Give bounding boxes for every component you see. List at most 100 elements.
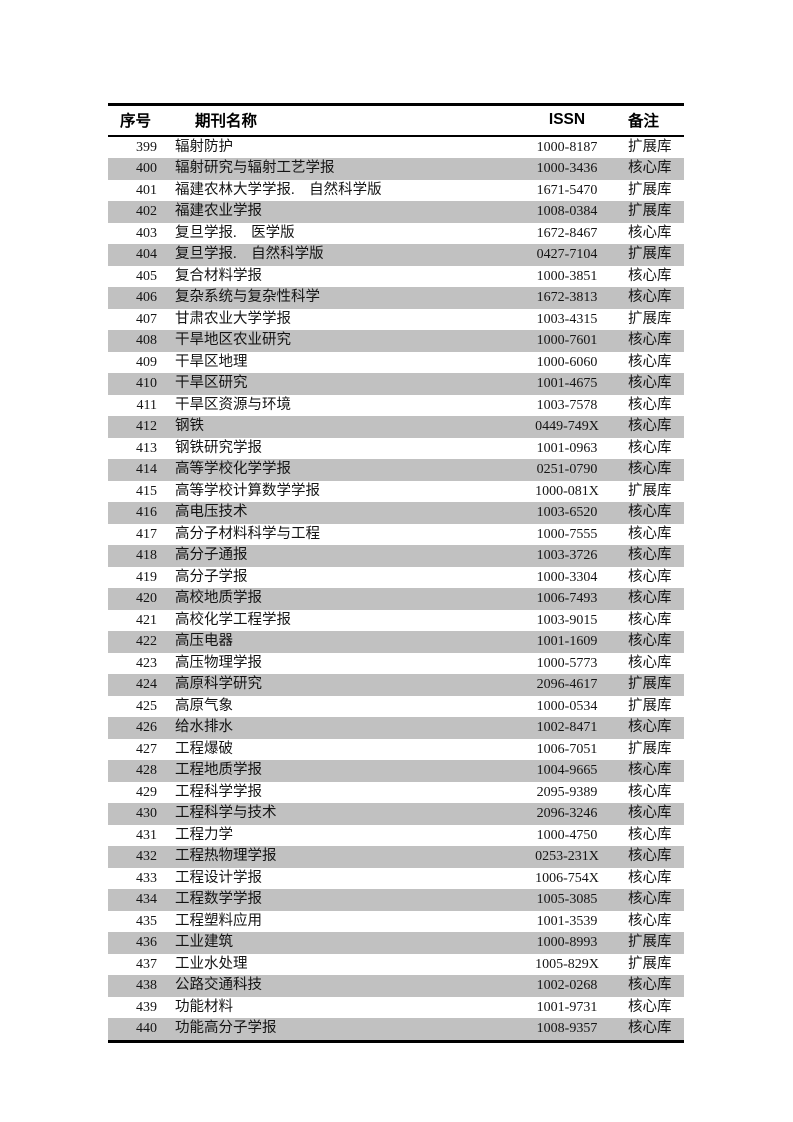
- row-remark-badge: 核心库: [628, 869, 672, 886]
- row-issn: 1000-081X: [535, 483, 599, 499]
- row-remark-badge: 扩展库: [628, 310, 672, 327]
- row-remark-badge: 核心库: [628, 353, 672, 370]
- row-issn: 1671-5470: [536, 182, 598, 198]
- row-issn: 1000-3851: [536, 268, 598, 284]
- table-row: 413 钢铁研究学报 1001-0963 核心库: [108, 438, 684, 460]
- row-remark-badge: 核心库: [628, 504, 672, 520]
- table-row: 426 给水排水 1002-8471 核心库: [108, 717, 684, 739]
- row-seq: 410: [136, 376, 157, 391]
- row-seq: 435: [136, 913, 157, 929]
- row-issn: 1008-0384: [536, 204, 598, 219]
- row-seq: 400: [136, 161, 157, 176]
- row-issn: 1000-7601: [536, 333, 598, 348]
- col-header-remark: 备注: [628, 113, 660, 131]
- row-issn: 1000-4750: [536, 827, 598, 843]
- row-remark-badge: 核心库: [628, 977, 672, 993]
- row-seq: 403: [136, 225, 157, 241]
- row-seq: 413: [136, 440, 157, 456]
- row-remark-badge: 核心库: [628, 912, 672, 929]
- row-issn: 1002-0268: [536, 978, 598, 993]
- table-row: 400 辐射研究与辐射工艺学报 1000-3436 核心库: [108, 158, 684, 180]
- table-row: 423 高压物理学报 1000-5773 核心库: [108, 653, 684, 675]
- row-journal-name: 工程塑料应用: [175, 912, 262, 929]
- row-journal-name: 高电压技术: [175, 504, 248, 520]
- table-row: 438 公路交通科技 1002-0268 核心库: [108, 975, 684, 997]
- row-journal-name: 高压物理学报: [175, 654, 262, 671]
- row-journal-name: 福建农林大学学报. 自然科学版: [175, 181, 382, 198]
- row-journal-name: 工业建筑: [175, 934, 233, 950]
- row-seq: 437: [136, 956, 157, 972]
- row-journal-name: 干旱地区农业研究: [175, 332, 291, 348]
- row-journal-name: 高分子通报: [175, 547, 248, 563]
- row-seq: 436: [136, 935, 157, 950]
- row-remark-badge: 核心库: [628, 590, 672, 606]
- row-issn: 1001-3539: [536, 913, 598, 929]
- row-remark-badge: 扩展库: [628, 181, 672, 198]
- row-issn: 1006-754X: [535, 870, 599, 886]
- row-remark-badge: 扩展库: [628, 955, 672, 972]
- row-journal-name: 高分子材料科学与工程: [175, 525, 320, 542]
- table-row: 418 高分子通报 1003-3726 核心库: [108, 545, 684, 567]
- row-seq: 419: [136, 569, 157, 585]
- table-row: 440 功能高分子学报 1008-9357 核心库: [108, 1018, 684, 1041]
- row-remark-badge: 核心库: [628, 525, 672, 542]
- row-remark-badge: 核心库: [628, 160, 672, 176]
- row-journal-name: 工业水处理: [175, 955, 248, 972]
- row-journal-name: 工程科学与技术: [175, 805, 277, 821]
- row-remark-badge: 扩展库: [628, 203, 672, 219]
- row-journal-name: 高等学校计算数学学报: [175, 482, 320, 499]
- row-seq: 411: [136, 397, 157, 413]
- row-seq: 401: [136, 182, 157, 198]
- row-remark-badge: 扩展库: [628, 934, 672, 950]
- row-journal-name: 高压电器: [175, 633, 233, 649]
- row-seq: 414: [136, 462, 157, 477]
- row-remark-badge: 扩展库: [628, 676, 672, 692]
- row-seq: 409: [136, 354, 157, 370]
- row-journal-name: 高校地质学报: [175, 590, 262, 606]
- table-row: 416 高电压技术 1003-6520 核心库: [108, 502, 684, 524]
- row-seq: 417: [136, 526, 157, 542]
- row-issn: 1003-9015: [536, 612, 598, 628]
- table-row: 417 高分子材料科学与工程 1000-7555 核心库: [108, 524, 684, 546]
- table-row: 431 工程力学 1000-4750 核心库: [108, 825, 684, 847]
- row-journal-name: 福建农业学报: [175, 203, 262, 219]
- row-remark-badge: 核心库: [628, 762, 672, 778]
- row-remark-badge: 核心库: [628, 568, 672, 585]
- row-remark-badge: 核心库: [628, 289, 672, 305]
- row-journal-name: 工程爆破: [175, 740, 233, 757]
- row-issn: 1672-8467: [536, 225, 598, 241]
- table-row: 428 工程地质学报 1004-9665 核心库: [108, 760, 684, 782]
- row-journal-name: 复杂系统与复杂性科学: [175, 289, 320, 305]
- row-seq: 431: [136, 827, 157, 843]
- row-seq: 433: [136, 870, 157, 886]
- row-seq: 425: [136, 698, 157, 714]
- table-row: 401 福建农林大学学报. 自然科学版 1671-5470 扩展库: [108, 180, 684, 202]
- row-seq: 402: [136, 204, 157, 219]
- row-issn: 1000-7555: [536, 526, 598, 542]
- row-remark-badge: 核心库: [628, 547, 672, 563]
- table-row: 430 工程科学与技术 2096-3246 核心库: [108, 803, 684, 825]
- table-row: 411 干旱区资源与环境 1003-7578 核心库: [108, 395, 684, 417]
- table-row: 434 工程数学学报 1005-3085 核心库: [108, 889, 684, 911]
- row-seq: 424: [136, 677, 157, 692]
- journal-table: 序号 期刊名称 ISSN 备注 399 辐射防护 1000-8187 扩展库 400 辐射…: [108, 103, 684, 1043]
- row-journal-name: 工程设计学报: [175, 869, 262, 886]
- row-seq: 405: [136, 268, 157, 284]
- row-seq: 415: [136, 483, 157, 499]
- row-issn: 1672-3813: [536, 290, 598, 305]
- row-seq: 439: [136, 999, 157, 1015]
- row-remark-badge: 核心库: [628, 332, 672, 348]
- table-row: 437 工业水处理 1005-829X 扩展库: [108, 954, 684, 976]
- col-header-issn: ISSN: [548, 111, 586, 129]
- row-journal-name: 干旱区研究: [175, 375, 248, 391]
- row-remark-badge: 核心库: [628, 891, 672, 907]
- table-row: 402 福建农业学报 1008-0384 扩展库: [108, 201, 684, 223]
- row-seq: 430: [136, 806, 157, 821]
- row-issn: 1000-3304: [536, 569, 598, 585]
- row-seq: 438: [136, 978, 157, 993]
- row-journal-name: 给水排水: [175, 719, 233, 735]
- row-remark-badge: 核心库: [628, 719, 672, 735]
- table-row: 439 功能材料 1001-9731 核心库: [108, 997, 684, 1019]
- row-journal-name: 复旦学报. 自然科学版: [175, 246, 324, 262]
- row-issn: 1003-6520: [536, 505, 598, 520]
